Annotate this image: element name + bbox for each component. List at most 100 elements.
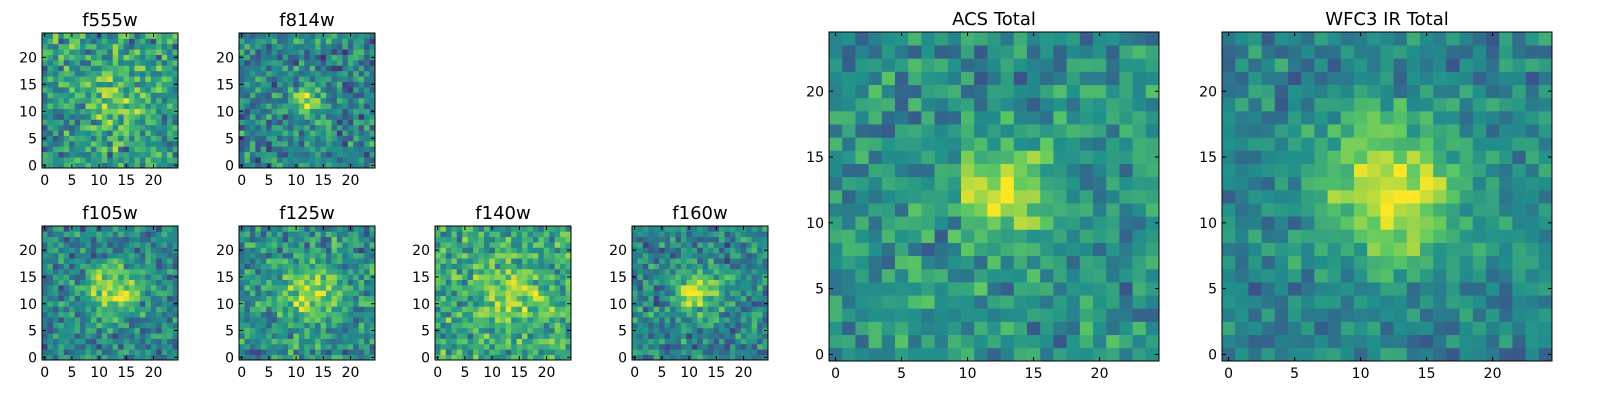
- heatmap-cell: [724, 226, 731, 232]
- heatmap-cell: [156, 279, 163, 286]
- heatmap-cell: [107, 252, 114, 259]
- heatmap-cell: [653, 354, 660, 361]
- heatmap-cell: [538, 343, 545, 350]
- heatmap-cell: [516, 231, 523, 238]
- heatmap-cell: [112, 146, 119, 153]
- heatmap-cell: [172, 43, 179, 50]
- heatmap-cell: [1499, 255, 1513, 270]
- heatmap-cell: [467, 317, 474, 323]
- heatmap-cell: [107, 311, 114, 318]
- heatmap-cell: [331, 103, 338, 109]
- heatmap-cell: [680, 274, 687, 280]
- heatmap-cell: [74, 54, 81, 61]
- heatmap-cell: [947, 308, 962, 322]
- heatmap-cell: [47, 301, 54, 307]
- heatmap-cell: [648, 247, 655, 254]
- heatmap-cell: [648, 274, 655, 280]
- heatmap-cell: [895, 189, 909, 204]
- heatmap-cell: [691, 274, 698, 280]
- heatmap-cell: [505, 354, 512, 361]
- heatmap-cell: [353, 146, 360, 153]
- heatmap-cell: [156, 108, 163, 115]
- heatmap-cell: [107, 38, 114, 45]
- heatmap-cell: [42, 279, 48, 286]
- heatmap-cell: [156, 87, 163, 93]
- heatmap-cell: [1538, 216, 1553, 230]
- heatmap-cell: [353, 231, 360, 238]
- heatmap-cell: [1027, 97, 1041, 112]
- heatmap-cell: [500, 311, 507, 318]
- heatmap-cell: [494, 301, 501, 307]
- heatmap-cell: [691, 301, 698, 307]
- heatmap-cell: [244, 290, 251, 297]
- heatmap-cell: [129, 333, 135, 339]
- heatmap-cell: [1314, 282, 1328, 296]
- heatmap-cell: [1106, 71, 1120, 85]
- heatmap-cell: [304, 252, 311, 259]
- heatmap-cell: [90, 354, 97, 361]
- heatmap-cell: [347, 284, 354, 291]
- heatmap-cell: [1093, 321, 1107, 336]
- heatmap-cell: [58, 146, 65, 153]
- heatmap-cell: [1027, 229, 1041, 243]
- heatmap-cell: [1380, 334, 1394, 349]
- heatmap-cell: [282, 76, 289, 82]
- heatmap-cell: [462, 317, 468, 323]
- heatmap-cell: [1472, 282, 1487, 296]
- heatmap-cell: [161, 162, 168, 169]
- heatmap-cell: [1301, 321, 1315, 336]
- heatmap-cell: [1119, 334, 1133, 349]
- heatmap-cell: [1288, 255, 1302, 270]
- heatmap-cell: [326, 338, 332, 345]
- heatmap-cell: [129, 279, 135, 286]
- x-tick-label: 0: [630, 365, 639, 381]
- heatmap-cell: [107, 97, 114, 104]
- heatmap-cell: [675, 279, 682, 286]
- heatmap-cell: [347, 157, 354, 163]
- heatmap-cell: [511, 268, 517, 275]
- heatmap-cell: [961, 242, 975, 257]
- heatmap-cell: [842, 45, 856, 59]
- heatmap-cell: [445, 236, 452, 243]
- heatmap-cell: [947, 32, 962, 46]
- heatmap-cell: [353, 108, 360, 115]
- heatmap-cell: [1053, 308, 1067, 322]
- heatmap-cell: [369, 242, 376, 248]
- heatmap-cell: [691, 231, 698, 238]
- heatmap-cell: [467, 263, 474, 270]
- heatmap-cell: [746, 295, 753, 302]
- heatmap-cell: [336, 162, 343, 169]
- heatmap-cell: [1027, 295, 1041, 309]
- heatmap-cell: [1132, 58, 1147, 72]
- heatmap-cell: [304, 231, 311, 238]
- heatmap-cell: [134, 141, 141, 147]
- heatmap-cell: [855, 229, 869, 243]
- heatmap-cell: [161, 258, 168, 264]
- heatmap-cell: [1301, 189, 1315, 204]
- heatmap-cell: [1512, 321, 1526, 336]
- heatmap-cell: [473, 322, 479, 329]
- heatmap-cell: [244, 130, 251, 136]
- heatmap-cell: [112, 338, 119, 345]
- heatmap-cell: [298, 236, 305, 243]
- heatmap-cell: [648, 317, 655, 323]
- heatmap-cell: [908, 58, 922, 72]
- heatmap-cell: [161, 108, 168, 115]
- heatmap-cell: [637, 338, 644, 345]
- heatmap-cell: [1288, 282, 1302, 296]
- heatmap-cell: [298, 274, 305, 280]
- heatmap-cell: [172, 97, 179, 104]
- heatmap-cell: [1079, 189, 1094, 204]
- heatmap-cell: [735, 311, 742, 318]
- heatmap-cell: [1013, 334, 1028, 349]
- heatmap-cell: [150, 311, 157, 318]
- heatmap-cell: [304, 258, 311, 264]
- heatmap-cell: [239, 49, 245, 55]
- heatmap-cell: [1248, 347, 1262, 362]
- heatmap-cell: [309, 81, 316, 88]
- heatmap-cell: [309, 65, 316, 72]
- heatmap-cell: [478, 338, 485, 345]
- heatmap-cell: [58, 284, 65, 291]
- heatmap-cell: [145, 38, 152, 45]
- heatmap-cell: [320, 231, 327, 238]
